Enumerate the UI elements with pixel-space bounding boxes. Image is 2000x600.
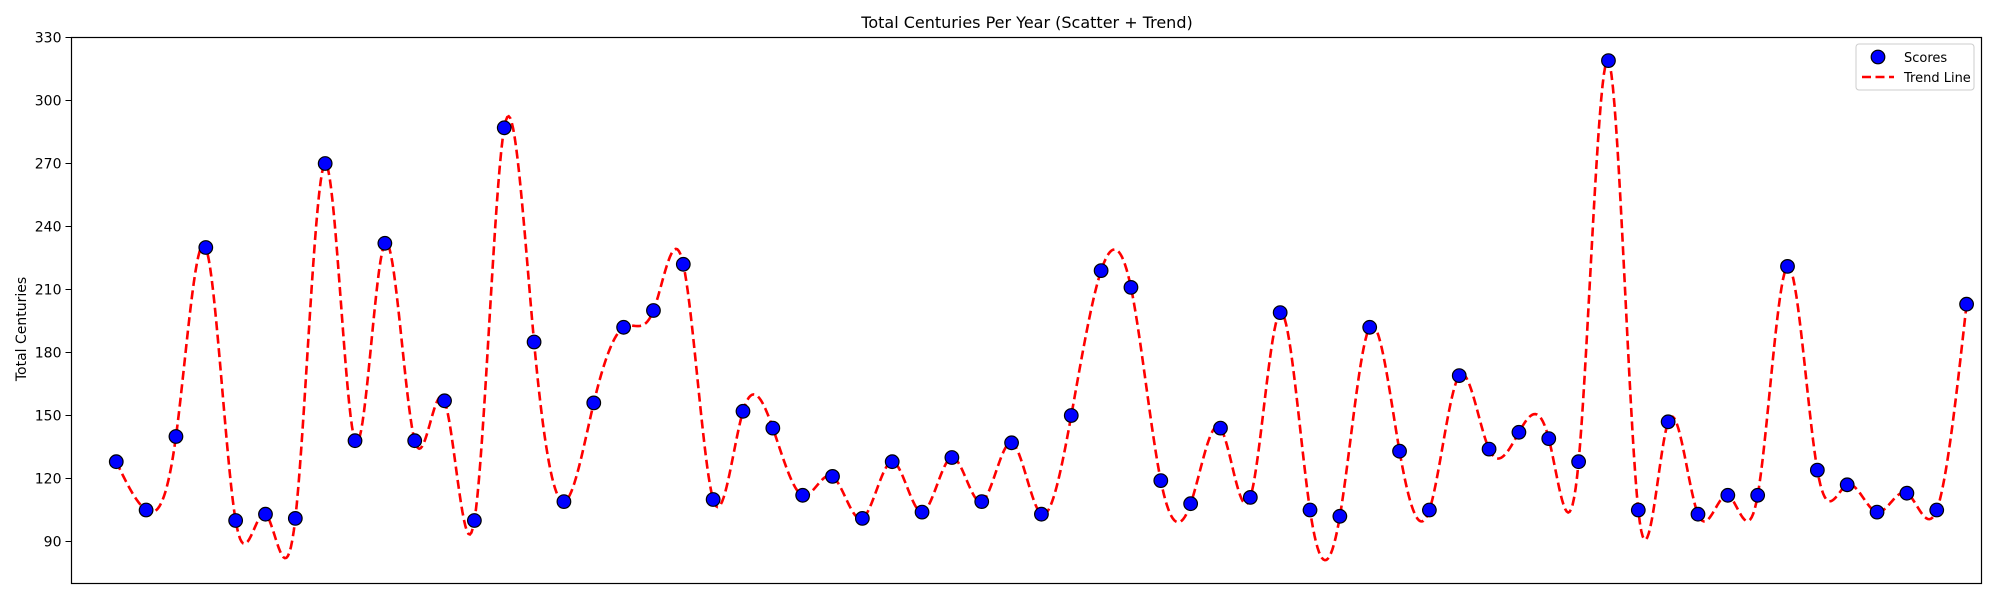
scatter-point — [317, 156, 333, 171]
scatter-point — [1421, 502, 1437, 518]
scatter-point — [765, 420, 781, 436]
y-tick-label: 150 — [35, 409, 62, 425]
scatter-point — [556, 494, 572, 510]
legend-marker-scores — [1870, 49, 1886, 65]
scatter-point — [1750, 487, 1766, 503]
scatter-point — [287, 511, 303, 526]
scatter-point — [1153, 473, 1169, 489]
scatter-point — [1213, 420, 1228, 436]
scatter-point — [1183, 496, 1199, 512]
scatter-point — [347, 433, 363, 449]
scatter-point — [138, 502, 154, 518]
scatter-point — [1720, 487, 1736, 503]
legend: Scores Trend Line — [1855, 43, 1975, 91]
scatter-point — [1809, 462, 1825, 478]
legend-label-trend: Trend Line — [1903, 71, 1971, 86]
scatter-point — [1601, 53, 1616, 68]
scatter-point — [407, 433, 423, 449]
trend-line — [115, 59, 1968, 562]
y-tick-label: 180 — [35, 346, 62, 362]
scatter-point — [1392, 443, 1407, 459]
legend-label-scores: Scores — [1904, 51, 1947, 66]
scatter-point — [616, 319, 632, 335]
scatter-point — [1093, 263, 1109, 279]
scatter-point — [914, 504, 930, 520]
scatter-point — [1034, 506, 1049, 522]
scatter-point — [228, 513, 244, 528]
scatter-point — [1571, 454, 1587, 470]
scatter-point — [884, 454, 900, 470]
scatter-point — [258, 506, 273, 522]
scatter-point — [1780, 259, 1795, 274]
y-tick-label: 210 — [35, 283, 62, 299]
scatter-point — [108, 454, 124, 470]
scatter-point — [1929, 502, 1945, 518]
scatter-point — [735, 403, 751, 419]
scatter-point — [1123, 280, 1139, 295]
y-tick-label: 270 — [35, 157, 62, 173]
scatter-point — [1063, 408, 1079, 423]
scatter-point — [795, 487, 811, 503]
scatter-point — [1839, 477, 1855, 493]
scatter-point — [1004, 435, 1019, 451]
plot-area — [108, 53, 1974, 562]
scatter-point — [705, 492, 721, 507]
y-tick-label: 240 — [35, 220, 62, 236]
scatter-point — [944, 450, 960, 465]
scatter-point — [825, 469, 840, 484]
legend-box — [1855, 43, 1975, 91]
scatter-point — [586, 395, 602, 411]
scatter-point — [1690, 506, 1706, 522]
scatter-point — [1959, 296, 1974, 312]
scatter-point — [675, 256, 691, 272]
scatter-point — [1451, 368, 1467, 384]
scatter-point — [646, 303, 661, 318]
scatter-point — [1272, 305, 1288, 321]
y-tick-label: 90 — [44, 535, 62, 551]
scatter-point — [496, 120, 512, 136]
chart-title: Total Centuries Per Year (Scatter + Tren… — [860, 13, 1192, 32]
scatter-point — [1511, 424, 1527, 440]
y-tick-label: 300 — [35, 94, 62, 110]
scatter-point — [437, 393, 452, 409]
scatter-point — [1242, 490, 1258, 505]
scatter-point — [1630, 502, 1646, 518]
scatter-point — [1481, 441, 1497, 457]
y-axis-label: Total Centuries — [14, 277, 30, 382]
scatter-point — [1302, 502, 1318, 518]
scatter-point — [1899, 485, 1915, 501]
scatter-point — [526, 334, 542, 350]
scatter-point — [1332, 508, 1348, 524]
scatter-point — [168, 429, 184, 444]
scatter-point — [198, 240, 214, 255]
scatter-point — [1869, 504, 1885, 520]
scatter-point — [466, 513, 482, 528]
scatter-point — [854, 511, 870, 526]
y-tick-label: 120 — [35, 472, 62, 488]
scatter-point — [974, 494, 990, 510]
scatter-point — [1660, 414, 1676, 430]
scatter-point — [1362, 319, 1378, 335]
scatter-point — [1541, 431, 1557, 447]
plot-frame — [70, 36, 1983, 585]
scatter-point — [377, 235, 393, 251]
y-tick-label: 330 — [35, 31, 62, 47]
y-axis-ticks: 90 120 150 180 210 240 270 300 330 — [35, 31, 72, 551]
